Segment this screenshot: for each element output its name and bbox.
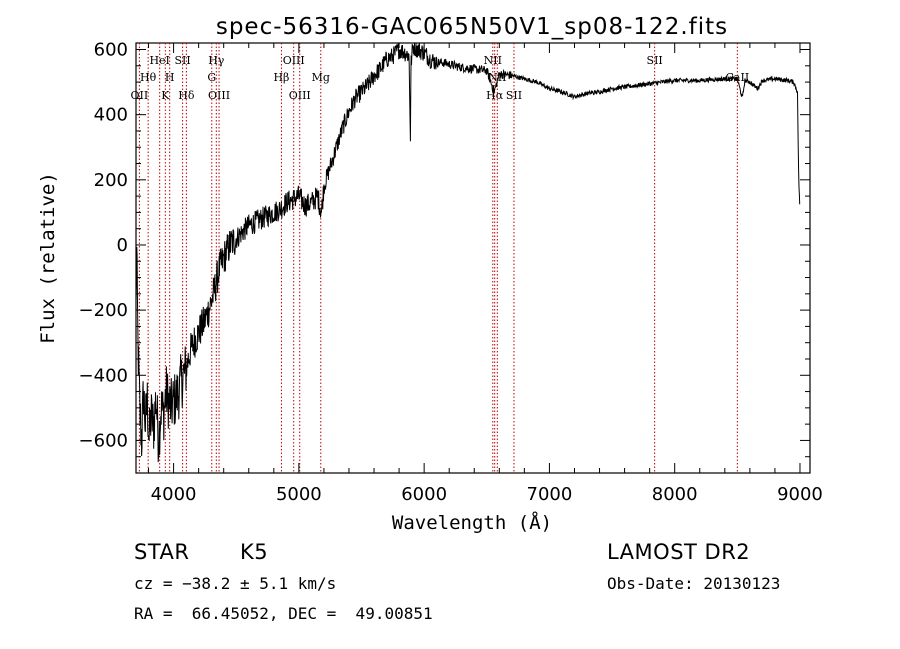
line-marker-label: HeI: [149, 54, 169, 67]
sky-coordinates: RA = 66.45052, DEC = 49.00851: [134, 604, 433, 623]
x-tick-label: 5000: [276, 484, 322, 505]
line-marker-label: G: [207, 71, 216, 84]
y-tick-label: −400: [79, 365, 128, 386]
spectrum-line: [135, 42, 801, 463]
observation-date: Obs-Date: 20130123: [607, 574, 781, 593]
y-tick-label: 400: [94, 105, 128, 126]
line-marker-label: Hγ: [208, 54, 225, 67]
line-marker-label: Hδ: [178, 89, 195, 102]
redshift-cz: cz = −38.2 ± 5.1 km/s: [134, 574, 337, 593]
x-tick-label: 8000: [652, 484, 698, 505]
line-marker-label: Mg: [312, 71, 330, 84]
y-tick-label: −600: [79, 430, 128, 451]
y-tick-label: 0: [117, 235, 128, 256]
x-tick-label: 6000: [401, 484, 447, 505]
x-tick-label: 9000: [777, 484, 823, 505]
line-marker-label: SII: [174, 54, 190, 67]
chart-title: spec-56316-GAC065N50V1_sp08-122.fits: [216, 14, 728, 40]
line-marker-label: OIII: [289, 89, 311, 102]
x-tick-label: 7000: [527, 484, 573, 505]
line-marker-label: Hβ: [273, 71, 289, 84]
y-tick-label: −200: [79, 300, 128, 321]
survey-name: LAMOST DR2: [607, 540, 751, 564]
y-axis-ticks: −600 −400 −200 0 200 400 600: [79, 40, 810, 474]
line-marker-label: H: [165, 71, 175, 84]
line-marker-label: OIII: [283, 54, 305, 67]
line-marker-label: OIII: [208, 89, 230, 102]
x-axis-ticks: 4000 5000 6000 7000 8000 9000: [148, 43, 823, 505]
line-marker-label: SII: [506, 89, 522, 102]
line-marker-label: Hα: [486, 89, 504, 102]
line-marker-label: SII: [647, 54, 663, 67]
y-tick-label: 200: [94, 170, 128, 191]
line-marker-label: NII: [484, 54, 502, 67]
line-markers: [138, 43, 738, 473]
x-axis-label: Wavelength (Å): [392, 511, 552, 534]
line-marker-labels: OIIHθHeIKHSIIHδHγGOIIIHβOIIIOIIIMgNIIHαN…: [131, 54, 750, 102]
line-marker-label: Hθ: [140, 71, 157, 84]
y-axis-label: Flux (relative): [37, 172, 59, 344]
x-tick-label: 4000: [151, 484, 197, 505]
spectral-subclass: K5: [240, 540, 269, 564]
y-tick-label: 600: [94, 40, 128, 61]
line-marker-label: K: [161, 89, 170, 102]
plot-frame: [135, 42, 811, 474]
object-type: STAR: [134, 540, 190, 564]
line-marker-label: OII: [131, 89, 149, 102]
